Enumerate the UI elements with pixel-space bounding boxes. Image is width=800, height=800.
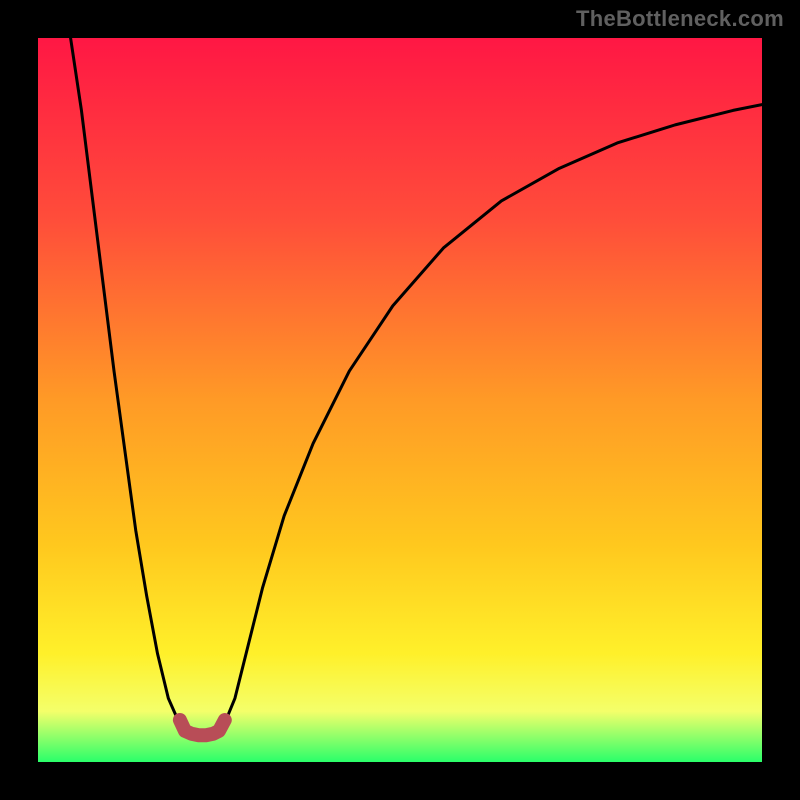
minimum-marker [180, 720, 225, 735]
plot-area [38, 38, 762, 762]
chart-container: TheBottleneck.com [0, 0, 800, 800]
bottleneck-curve [71, 38, 762, 735]
watermark-text: TheBottleneck.com [576, 6, 784, 32]
curve-svg [38, 38, 762, 762]
